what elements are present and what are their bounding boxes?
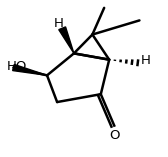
Text: O: O bbox=[109, 129, 119, 142]
Text: H: H bbox=[141, 54, 151, 67]
Polygon shape bbox=[59, 27, 74, 53]
Polygon shape bbox=[13, 65, 47, 75]
Text: HO: HO bbox=[7, 60, 27, 73]
Text: H: H bbox=[54, 17, 64, 30]
